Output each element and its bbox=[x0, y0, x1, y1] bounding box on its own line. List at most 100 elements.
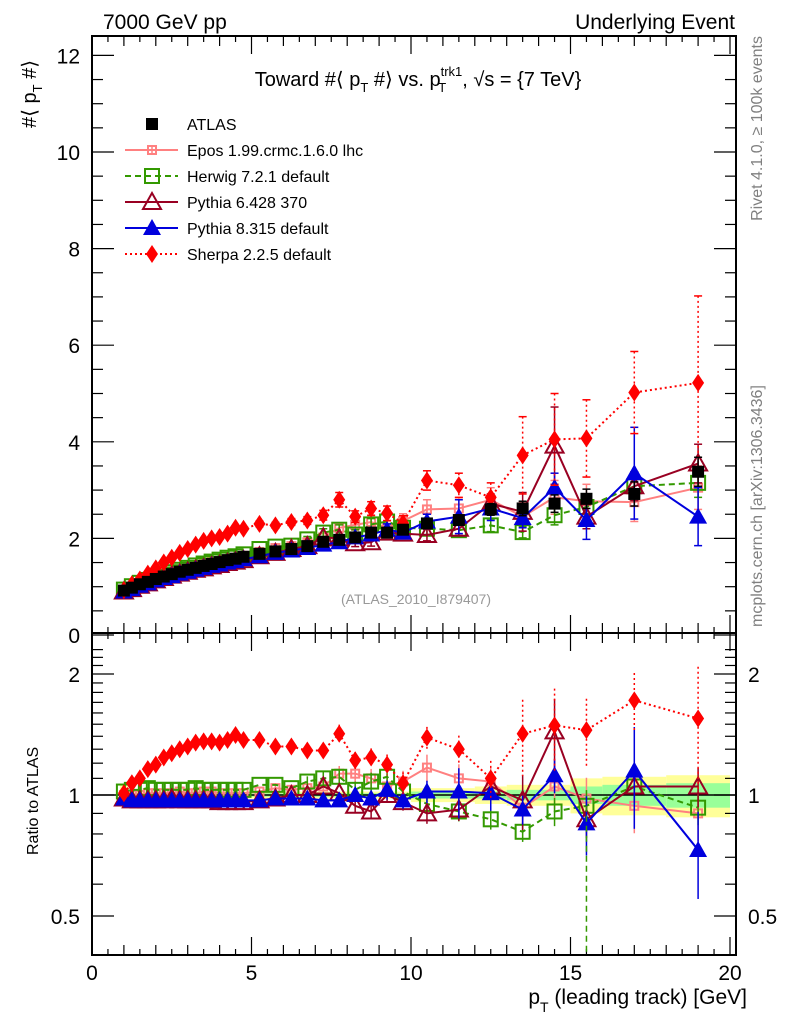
data-point bbox=[692, 373, 705, 392]
y-tick-label: 2 bbox=[68, 528, 80, 551]
series-line bbox=[123, 381, 699, 591]
ratio-data-point bbox=[546, 803, 563, 820]
ratio-data-point bbox=[344, 794, 366, 814]
data-point bbox=[577, 511, 596, 528]
ratio-data-point bbox=[213, 733, 226, 752]
data-point bbox=[420, 517, 433, 530]
ratio-data-point bbox=[253, 731, 266, 750]
legend-entry: Pythia 8.315 default bbox=[125, 219, 329, 238]
ratio-data-point bbox=[416, 802, 438, 822]
ratio-data-point bbox=[417, 782, 436, 799]
chart-title: Toward #⟨ pT #⟩ vs. ptrk1 T, √s = {7 TeV} bbox=[255, 64, 582, 95]
data-point bbox=[229, 518, 242, 537]
data-point bbox=[628, 383, 641, 402]
legend-label: Pythia 8.315 default bbox=[187, 221, 329, 238]
data-point bbox=[580, 429, 593, 448]
y-tick-label: 10 bbox=[57, 142, 80, 165]
ratio-data-point bbox=[580, 721, 593, 740]
data-point bbox=[269, 516, 282, 535]
data-point bbox=[365, 526, 378, 539]
ratio-data-point bbox=[173, 740, 186, 759]
data-point bbox=[349, 531, 362, 544]
ratio-data-point bbox=[513, 800, 532, 817]
data-point bbox=[484, 488, 497, 507]
data-point bbox=[543, 434, 566, 454]
series-atlas bbox=[117, 456, 705, 597]
ratio-series-sherpa-2-2-5-default bbox=[117, 666, 705, 803]
ratio-y-tick-label-right: 1 bbox=[748, 785, 760, 808]
ratio-data-point bbox=[234, 791, 253, 808]
x-tick-label: 10 bbox=[399, 962, 422, 985]
ratio-series-layer bbox=[113, 666, 709, 955]
data-point bbox=[548, 430, 561, 449]
data-point bbox=[381, 504, 394, 523]
legend-label: Sherpa 2.2.5 default bbox=[187, 247, 332, 264]
header-left-label: 7000 GeV pp bbox=[103, 11, 227, 34]
data-point bbox=[580, 492, 593, 505]
data-point bbox=[301, 511, 314, 530]
ratio-data-point bbox=[378, 780, 397, 797]
series-line bbox=[123, 481, 699, 591]
data-point bbox=[513, 509, 532, 526]
series-pythia-8-315-default bbox=[114, 426, 708, 599]
ratio-y-tick-label: 0.5 bbox=[51, 906, 80, 929]
data-point bbox=[420, 471, 433, 490]
data-point bbox=[397, 523, 410, 536]
ratio-series-line bbox=[123, 699, 699, 794]
legend-marker bbox=[143, 219, 161, 235]
ratio-data-point bbox=[250, 791, 269, 808]
ratio-data-point bbox=[333, 724, 346, 743]
main-series-layer bbox=[113, 295, 709, 600]
ratio-data-point bbox=[299, 773, 316, 790]
ratio-data-point bbox=[516, 724, 529, 743]
ratio-data-point bbox=[545, 766, 564, 783]
legend-marker bbox=[141, 190, 163, 210]
data-point bbox=[285, 543, 298, 556]
y-tick-label: 12 bbox=[57, 45, 80, 68]
data-point bbox=[625, 464, 644, 481]
data-point bbox=[628, 487, 641, 500]
data-point bbox=[689, 507, 708, 524]
legend-entry: Pythia 6.428 370 bbox=[125, 190, 307, 212]
data-point bbox=[317, 535, 330, 548]
legend-marker bbox=[147, 145, 157, 155]
ratio-data-point bbox=[269, 737, 282, 756]
y-axis-label: #⟨ pT #⟩ bbox=[19, 60, 45, 128]
data-point bbox=[253, 514, 266, 533]
ratio-data-point bbox=[189, 733, 202, 752]
ratio-data-point bbox=[365, 748, 378, 767]
ratio-data-point bbox=[625, 761, 644, 778]
ratio-data-point bbox=[266, 789, 285, 806]
ratio-data-point bbox=[346, 786, 365, 802]
data-point bbox=[117, 584, 130, 597]
data-point bbox=[516, 502, 529, 515]
ratio-data-point bbox=[237, 731, 250, 750]
x-tick-label: 15 bbox=[559, 962, 582, 985]
data-point bbox=[333, 533, 346, 546]
ratio-data-point bbox=[314, 791, 333, 808]
x-tick-label: 0 bbox=[86, 962, 98, 985]
data-point bbox=[516, 446, 529, 465]
ratio-data-point bbox=[452, 740, 465, 759]
data-point bbox=[333, 490, 346, 509]
header-right-label: Underlying Event bbox=[575, 11, 735, 34]
ratio-data-point bbox=[628, 691, 641, 710]
legend-label: ATLAS bbox=[187, 117, 237, 134]
data-point bbox=[197, 531, 210, 550]
ratio-data-point bbox=[449, 782, 468, 799]
data-point bbox=[285, 512, 298, 531]
ratio-data-point bbox=[360, 800, 382, 820]
legend-marker bbox=[146, 245, 158, 263]
legend-label: Pythia 6.428 370 bbox=[187, 195, 307, 212]
data-point bbox=[301, 540, 314, 553]
ratio-y-tick-label: 1 bbox=[68, 785, 80, 808]
ratio-y-tick-label: 2 bbox=[68, 664, 80, 687]
analysis-tag: (ATLAS_2010_I879407) bbox=[341, 591, 491, 607]
data-point bbox=[545, 478, 564, 495]
ratio-data-point bbox=[421, 762, 432, 773]
data-point bbox=[452, 514, 465, 527]
data-point bbox=[381, 526, 394, 539]
mcplots-label: mcplots.cern.ch [arXiv:1306.3436] bbox=[749, 385, 766, 627]
ratio-data-point bbox=[543, 720, 566, 740]
